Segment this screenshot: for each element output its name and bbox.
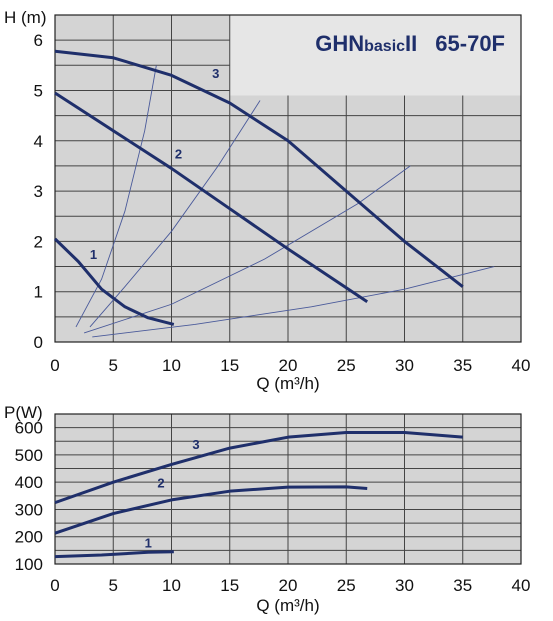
power-x-tick-label: 10 — [162, 576, 181, 595]
power-y-tick-label: 100 — [15, 555, 43, 574]
power-curve-3 — [54, 431, 463, 505]
head-y-tick-label: 5 — [34, 81, 43, 100]
head-curve-label-2: 2 — [175, 146, 182, 161]
head-curve-3 — [54, 49, 464, 288]
power-y-tick-label: 500 — [15, 446, 43, 465]
head-plot-frame — [54, 14, 522, 343]
head-system-curve — [75, 65, 157, 328]
head-y-tick-label: 4 — [34, 132, 43, 151]
power-y-tick-label: 400 — [15, 473, 43, 492]
head-y-tick-label: 6 — [34, 31, 43, 50]
head-curve-label-3: 3 — [212, 66, 219, 81]
power-curve-label-2: 2 — [157, 476, 164, 491]
power-y-tick-label: 600 — [15, 419, 43, 438]
head-y-tick-label: 0 — [34, 333, 43, 352]
power-y-tick-label: 300 — [15, 500, 43, 519]
head-x-tick-label: 5 — [109, 356, 118, 375]
power-x-tick-label: 35 — [453, 576, 472, 595]
head-x-tick-label: 25 — [337, 356, 356, 375]
power-x-tick-label: 5 — [109, 576, 118, 595]
power-x-tick-label: 30 — [395, 576, 414, 595]
head-y-tick-label: 1 — [34, 283, 43, 302]
head-x-tick-label: 20 — [279, 356, 298, 375]
head-curve-label-1: 1 — [90, 247, 97, 262]
power-curve-1 — [54, 550, 174, 559]
title-suffix: II — [405, 31, 417, 56]
head-x-tick-label: 10 — [162, 356, 181, 375]
power-x-tick-label: 20 — [279, 576, 298, 595]
title-small: basic — [364, 38, 405, 55]
head-curve-1 — [53, 237, 175, 326]
head-chart: GHNbasicII 65-70F 0 5 10 15 20 25 30 35 40 0 1 2 3 4 5 6 Q… — [4, 8, 530, 393]
head-x-tick-label: 0 — [50, 356, 59, 375]
head-x-tick-label: 35 — [453, 356, 472, 375]
power-y-axis-title: P(W) — [4, 403, 43, 422]
head-y-tick-label: 3 — [34, 182, 43, 201]
title-main: GHN — [315, 31, 364, 56]
title-model: 65-70F — [435, 31, 505, 56]
power-x-tick-label: 15 — [220, 576, 239, 595]
head-curve-2 — [54, 91, 369, 304]
head-x-tick-label: 15 — [220, 356, 239, 375]
head-x-tick-label: 40 — [512, 356, 531, 375]
head-x-tick-label: 30 — [395, 356, 414, 375]
power-curve-2 — [54, 485, 368, 535]
power-plot-frame — [54, 413, 522, 565]
head-x-axis-title: Q (m³/h) — [256, 374, 319, 393]
head-system-curve — [89, 100, 261, 328]
head-y-axis-title: H (m) — [4, 8, 46, 27]
title-box — [229, 15, 521, 96]
power-y-tick-label: 200 — [15, 528, 43, 547]
power-x-tick-label: 25 — [337, 576, 356, 595]
power-curve-label-1: 1 — [145, 536, 152, 551]
power-x-axis-title: Q (m³/h) — [256, 596, 319, 615]
head-system-curve — [92, 266, 495, 338]
power-x-tick-label: 0 — [50, 576, 59, 595]
power-chart: 0 5 10 15 20 25 30 35 40 100 200 300 400 500 600 Q (m³/… — [4, 403, 530, 615]
chart-title: GHNbasicII 65-70F — [315, 31, 505, 56]
head-y-tick-label: 2 — [34, 232, 43, 251]
power-curve-label-3: 3 — [192, 437, 199, 452]
power-x-tick-label: 40 — [512, 576, 531, 595]
